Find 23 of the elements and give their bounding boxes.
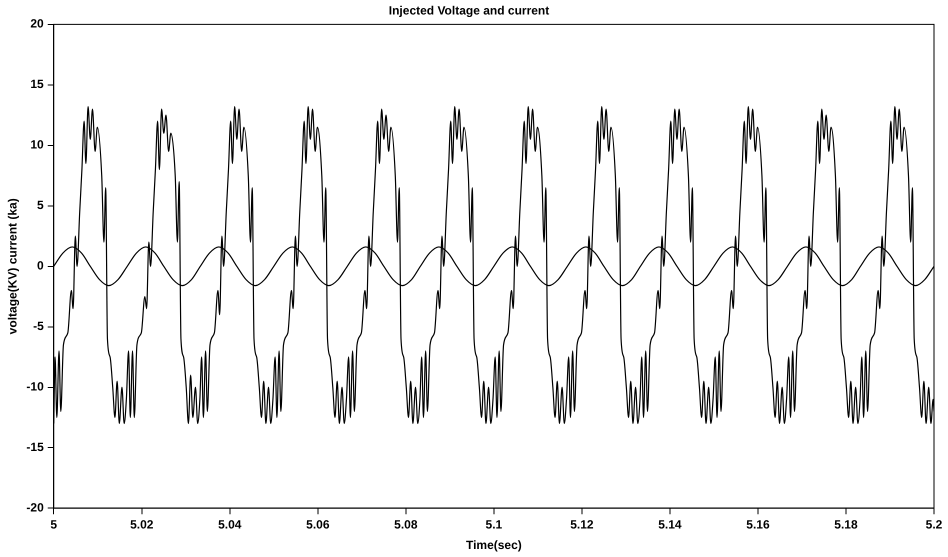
x-tick-label: 5.16 <box>746 518 770 532</box>
x-tick-label: 5.12 <box>570 518 594 532</box>
x-tick-label: 5.06 <box>306 518 330 532</box>
x-tick-label: 5.08 <box>394 518 418 532</box>
chart-title: Injected Voltage and current <box>388 4 550 18</box>
y-tick-label: -20 <box>26 500 44 515</box>
y-tick-label: 20 <box>30 16 44 31</box>
x-tick-label: 5 <box>50 518 58 532</box>
x-tick-label: 5.02 <box>130 518 154 532</box>
x-tick-label: 5.18 <box>834 518 858 532</box>
y-tick-label: -10 <box>26 380 44 394</box>
y-axis-title: voltage(KV) current (ka) <box>6 198 20 334</box>
y-tick-label: 5 <box>37 198 44 212</box>
y-tick-label: 10 <box>30 138 44 152</box>
y-tick-label: -15 <box>26 440 44 454</box>
y-tick-label: 15 <box>30 77 44 92</box>
x-tick-label: 5.1 <box>486 518 503 532</box>
x-axis-title: Time(sec) <box>466 538 522 552</box>
x-tick-label: 5.04 <box>218 518 242 532</box>
x-tick-label: 5.2 <box>926 518 943 532</box>
y-tick-label: -5 <box>33 319 44 334</box>
x-tick-label: 5.14 <box>658 518 682 532</box>
y-tick-label: 0 <box>37 258 44 273</box>
